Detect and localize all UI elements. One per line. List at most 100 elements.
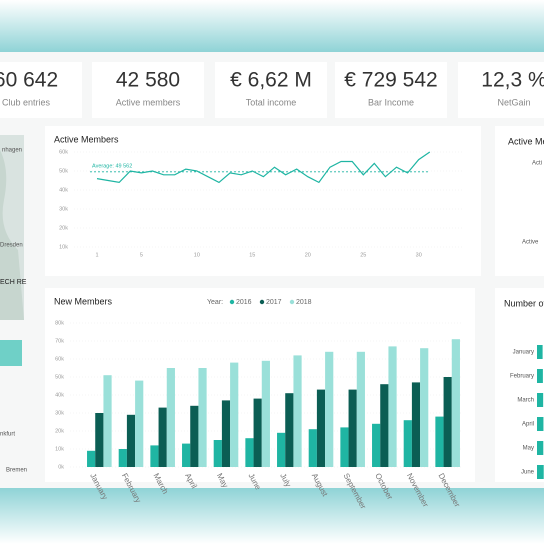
map-label: nhagen (2, 148, 22, 154)
bar (118, 449, 127, 467)
bar (435, 416, 444, 467)
map-label: Bremen (6, 468, 27, 474)
y-tick-label: 70k (55, 338, 64, 344)
bar (135, 380, 144, 467)
y-tick-label: 80k (55, 320, 64, 326)
top-band (0, 0, 544, 52)
y-tick-label: February (510, 374, 534, 380)
x-tick-label: 15 (249, 252, 255, 258)
y-tick-label: 0k (58, 464, 64, 470)
y-tick-label: 30k (55, 410, 64, 416)
bar (308, 429, 317, 467)
y-tick-label: 50k (55, 374, 64, 380)
line-series (96, 151, 431, 184)
x-tick-label: 25 (360, 252, 366, 258)
kpi-label: NetGain (497, 97, 530, 107)
y-tick-label: January (513, 350, 534, 356)
map-label: Dresden (0, 243, 23, 249)
map-legend (0, 340, 22, 366)
bar (87, 450, 96, 467)
bar (537, 465, 544, 479)
bar (158, 407, 167, 467)
kpi-value: 60 642 (0, 69, 58, 92)
map-label: ECH RE (0, 279, 27, 286)
legend-label: 2016 (236, 299, 252, 306)
legend-swatch (229, 299, 235, 305)
kpi-card (92, 62, 204, 118)
right-panel (495, 288, 544, 482)
bar (537, 417, 544, 431)
bar (150, 445, 159, 467)
legend-label: 2017 (266, 299, 282, 306)
bar (103, 375, 112, 467)
bar (253, 398, 262, 467)
kpi-label: Total income (246, 97, 297, 107)
bar (537, 369, 543, 383)
x-tick-label: 10 (194, 252, 200, 258)
bar (537, 393, 544, 407)
average-label: Average: 49 562 (92, 163, 132, 169)
kpi-value: € 729 542 (344, 69, 437, 92)
y-tick-label: 20k (55, 428, 64, 434)
bar (451, 339, 460, 467)
x-tick-label: 30 (416, 252, 422, 258)
panel-title: Active Me (508, 136, 544, 146)
bar (348, 389, 357, 467)
bar (537, 345, 543, 359)
kpi-label: Active members (116, 97, 181, 107)
bottom-band (0, 488, 544, 544)
map-land (0, 150, 24, 320)
y-tick-label: 40k (55, 392, 64, 398)
bar (221, 400, 231, 467)
right-panel (495, 126, 544, 276)
bar (372, 423, 381, 467)
bar (380, 384, 389, 467)
bar (411, 382, 421, 467)
bar (325, 351, 334, 467)
y-tick-label: March (517, 398, 534, 404)
y-tick-label: April (522, 422, 534, 428)
bar (213, 440, 222, 467)
y-tick-label: 50k (59, 168, 68, 174)
panel-label: Acti (532, 161, 542, 167)
legend-swatch (289, 299, 295, 305)
chart-title: Active Members (54, 134, 119, 144)
bar (388, 346, 397, 467)
kpi-card (0, 62, 82, 118)
kpi-value: 42 580 (116, 69, 180, 92)
y-tick-label: 60k (59, 149, 68, 155)
legend-title: Year: (207, 299, 223, 306)
bar (356, 351, 365, 467)
bar (230, 362, 239, 467)
kpi-value: 12,3 % (481, 69, 544, 92)
bar (182, 443, 191, 467)
kpi-label: Club entries (2, 97, 51, 107)
bar (403, 420, 412, 467)
bar (316, 389, 326, 467)
bar (190, 405, 199, 467)
y-tick-label: May (523, 446, 534, 452)
panel-label: Active (522, 240, 539, 246)
x-tick-label: 1 (95, 252, 98, 258)
bar (293, 355, 302, 467)
y-tick-label: 60k (55, 356, 64, 362)
x-tick-label: 5 (140, 252, 143, 258)
bar (443, 377, 452, 467)
kpi-value: € 6,62 M (230, 69, 312, 92)
y-tick-label: June (521, 470, 535, 476)
map-label: nkfurt (0, 432, 15, 438)
y-tick-label: 20k (59, 225, 68, 231)
bar (340, 427, 349, 467)
bar (285, 393, 294, 467)
bar (95, 413, 104, 467)
bar (537, 441, 544, 455)
kpi-card (335, 62, 447, 118)
y-tick-label: 10k (59, 244, 68, 250)
chart-title: Number of (504, 298, 544, 308)
kpi-card (458, 62, 544, 118)
bar (261, 360, 270, 467)
kpi-card (215, 62, 327, 118)
bar (277, 432, 286, 467)
bar (245, 438, 254, 467)
bar (166, 368, 175, 467)
